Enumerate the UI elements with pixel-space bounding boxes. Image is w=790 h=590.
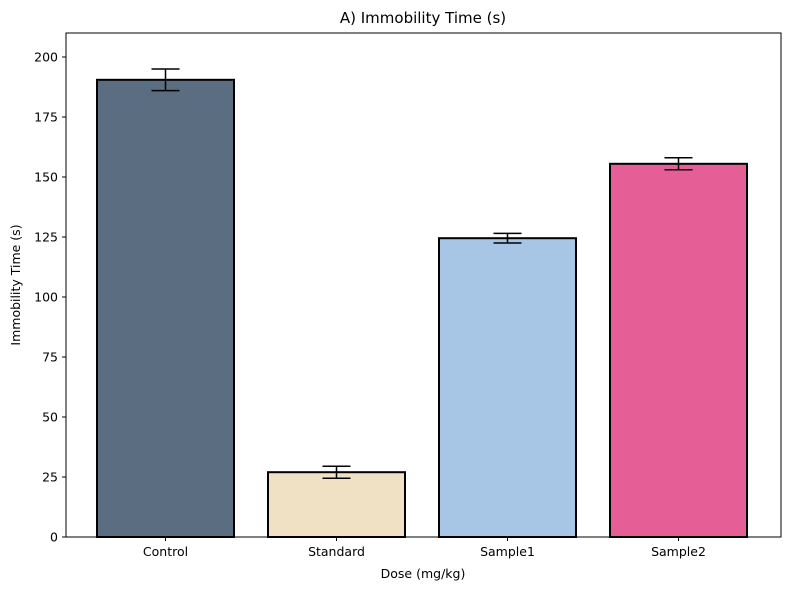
x-axis-title: Dose (mg/kg) <box>381 566 466 581</box>
bar-control <box>96 78 235 539</box>
y-tick-label: 75 <box>42 350 58 365</box>
y-tick-label: 125 <box>34 230 58 245</box>
bar-sample2 <box>609 162 748 539</box>
bar-standard <box>267 471 406 539</box>
y-tick-label: 25 <box>42 470 58 485</box>
x-axis: Control Standard Sample1 Sample2 <box>143 537 706 559</box>
bars-group <box>96 78 748 539</box>
x-tick-label-control: Control <box>143 544 188 559</box>
y-axis-title: Immobility Time (s) <box>8 224 23 345</box>
x-tick-label-standard: Standard <box>308 544 365 559</box>
error-bar-sample2 <box>664 157 693 171</box>
error-bar-sample1 <box>493 232 522 244</box>
y-tick-label: 0 <box>50 530 58 545</box>
error-bar-standard <box>322 465 351 479</box>
y-tick-label: 100 <box>34 290 58 305</box>
y-tick-label: 175 <box>34 110 58 125</box>
chart-title: A) Immobility Time (s) <box>340 9 506 27</box>
y-tick-label: 200 <box>34 50 58 65</box>
error-bar-control <box>151 68 180 92</box>
error-bars-group <box>151 68 693 479</box>
y-tick-label: 150 <box>34 170 58 185</box>
y-tick-label: 50 <box>42 410 58 425</box>
plot-frame <box>65 32 782 538</box>
y-axis: 0 25 50 75 100 125 150 175 200 <box>34 50 66 545</box>
x-tick-label-sample1: Sample1 <box>480 544 535 559</box>
x-tick-label-sample2: Sample2 <box>651 544 706 559</box>
bar-sample1 <box>438 237 577 538</box>
